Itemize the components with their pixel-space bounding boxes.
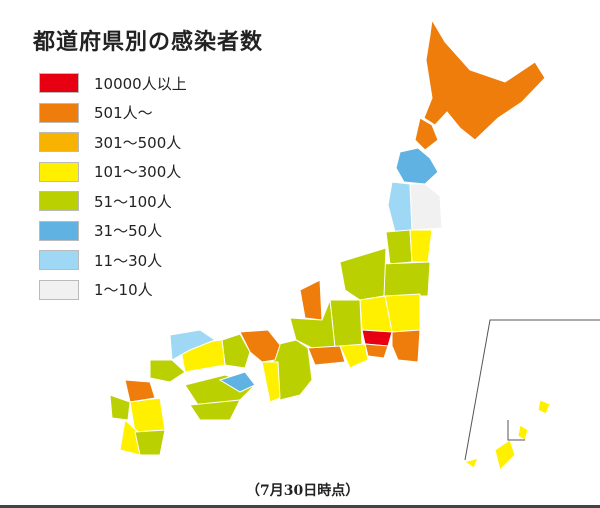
prefecture-region bbox=[134, 429, 166, 456]
legend-label: 11～30人 bbox=[94, 251, 163, 270]
legend-swatch bbox=[39, 132, 79, 152]
legend-label: 10000人以上 bbox=[94, 74, 187, 93]
prefecture-region bbox=[329, 299, 363, 349]
legend-item: 501人～ bbox=[39, 102, 153, 123]
prefecture-region bbox=[218, 371, 256, 393]
legend-swatch bbox=[39, 102, 79, 123]
legend-swatch bbox=[39, 220, 79, 241]
legend-item: 51～100人 bbox=[39, 191, 172, 211]
legend-item: 11～30人 bbox=[39, 250, 162, 270]
legend-swatch bbox=[39, 191, 79, 211]
prefecture-region bbox=[463, 457, 479, 469]
legend-swatch bbox=[39, 250, 79, 270]
prefecture-region bbox=[339, 343, 369, 369]
legend-label: 501人～ bbox=[94, 104, 153, 122]
legend-label: 1～10人 bbox=[94, 281, 153, 299]
prefecture-region bbox=[409, 183, 443, 231]
legend-swatch bbox=[39, 279, 79, 300]
prefecture-region bbox=[364, 343, 389, 359]
prefecture-region bbox=[189, 399, 241, 421]
prefecture-region bbox=[261, 361, 281, 403]
legend-item: 31～50人 bbox=[39, 220, 163, 241]
prefecture-region bbox=[423, 18, 546, 141]
map-title: 都道府県別の感染者数 bbox=[33, 30, 264, 55]
prefecture-region bbox=[409, 229, 433, 263]
prefecture-region bbox=[361, 329, 393, 347]
prefecture-region bbox=[517, 424, 529, 441]
inset-marker bbox=[507, 420, 525, 441]
prefecture-region bbox=[307, 345, 346, 366]
legend-item: 101～300人 bbox=[39, 161, 182, 182]
prefecture-region bbox=[395, 147, 439, 185]
prefecture-region bbox=[537, 399, 551, 415]
prefecture-region bbox=[149, 359, 186, 383]
legend-swatch bbox=[39, 73, 79, 93]
legend-item: 301～500人 bbox=[39, 132, 181, 152]
legend-item: 10000人以上 bbox=[39, 73, 187, 93]
prefecture-region bbox=[387, 181, 413, 233]
legend-label: 101～300人 bbox=[94, 163, 182, 181]
prefecture-region bbox=[494, 439, 516, 471]
prefecture-region bbox=[124, 379, 156, 403]
prefecture-region bbox=[109, 394, 131, 421]
prefecture-region bbox=[169, 329, 217, 361]
prefecture-region bbox=[385, 229, 413, 265]
prefecture-region bbox=[379, 261, 431, 297]
legend-label: 301～500人 bbox=[94, 133, 182, 152]
legend-label: 51～100人 bbox=[94, 192, 172, 211]
prefecture-region bbox=[339, 247, 387, 301]
legend-swatch bbox=[39, 161, 79, 182]
inset-divider bbox=[464, 319, 600, 461]
legend-item: 1～10人 bbox=[39, 279, 153, 300]
date-note: （7月30日時点） bbox=[246, 483, 360, 499]
legend-label: 31～50人 bbox=[94, 222, 163, 240]
prefecture-region bbox=[299, 279, 323, 321]
prefecture-region bbox=[414, 117, 439, 151]
prefecture-region bbox=[391, 329, 421, 363]
prefecture-region bbox=[129, 397, 166, 433]
